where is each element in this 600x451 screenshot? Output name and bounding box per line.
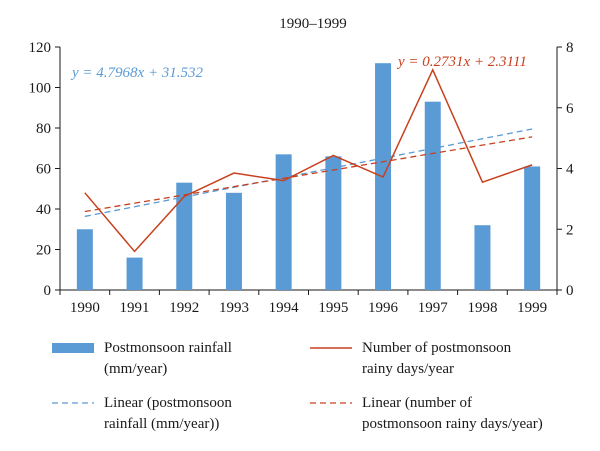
left-tick-label: 100 (29, 81, 52, 97)
left-tick-label: 0 (44, 283, 52, 299)
legend-label-line1: Linear (postmonsoon (104, 395, 232, 411)
left-tick-label: 20 (36, 243, 51, 259)
rainfall-bar (176, 182, 193, 290)
legend-label-line2: rainfall (mm/year)) (104, 416, 219, 432)
left-tick-label: 40 (36, 202, 51, 218)
rainfall-bar (424, 101, 441, 290)
left-tick-label: 60 (36, 162, 51, 178)
right-tick-label: 2 (566, 222, 574, 238)
rainfall-bar (76, 229, 93, 290)
x-tick-label: 1990 (70, 300, 100, 316)
legend-label-line2: postmonsoon rainy days/year) (362, 416, 543, 432)
legend-label-line1: Postmonsoon rainfall (104, 340, 232, 356)
left-tick-label: 120 (29, 40, 52, 56)
rainy-days-trendline (84, 136, 533, 213)
x-tick-label: 1997 (418, 300, 449, 316)
legend: Postmonsoon rainfall (mm/year) Number of p… (52, 340, 543, 432)
rainfall-bar (474, 225, 491, 290)
rainfall-trendline (84, 128, 533, 218)
legend-label-line1: Linear (number of (362, 395, 472, 411)
rainfall-bar (126, 257, 143, 290)
x-tick-label: 1992 (169, 300, 199, 316)
legend-label-line2: rainy days/year (362, 361, 454, 377)
x-tick-label: 1994 (269, 300, 300, 316)
right-tick-label: 4 (566, 162, 574, 178)
rainfall-bar (225, 192, 242, 290)
rainfall-bar (325, 156, 342, 290)
x-tick-label: 1991 (120, 300, 150, 316)
legend-label-line2: (mm/year) (104, 361, 167, 377)
x-tick-label: 1995 (318, 300, 348, 316)
rainfall-trend-equation: y = 4.7968x + 31.532 (70, 65, 204, 81)
rainy-days-line (84, 67, 533, 253)
rainfall-bar (275, 154, 292, 290)
legend-label-line1: Number of postmonsoon (362, 340, 512, 356)
right-tick-label: 8 (566, 40, 574, 56)
x-tick-label: 1993 (219, 300, 249, 316)
legend-rainfall-swatch (52, 343, 94, 353)
plot-area: 0 20 40 60 80 100 120 0 2 4 6 8 1990 1991 1992 1993 1994… (29, 40, 575, 316)
right-tick-label: 6 (566, 101, 574, 117)
x-tick-label: 1998 (467, 300, 497, 316)
x-tick-label: 1999 (517, 300, 547, 316)
right-tick-label: 0 (566, 283, 574, 299)
chart-title: 1990–1999 (279, 16, 347, 32)
rainfall-bar (524, 166, 541, 290)
left-tick-label: 80 (36, 121, 51, 137)
x-tick-label: 1996 (368, 300, 399, 316)
rainy-days-trend-equation: y = 0.2731x + 2.3111 (396, 54, 527, 70)
